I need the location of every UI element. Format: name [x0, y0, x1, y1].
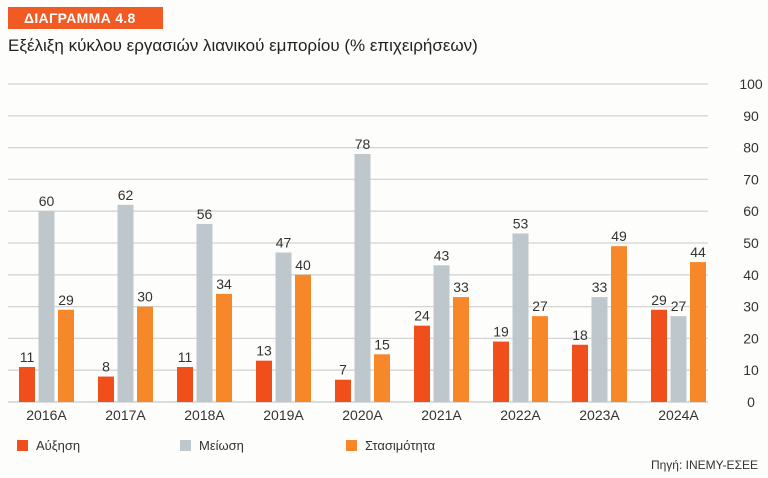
data-label: 60 — [39, 193, 55, 209]
legend-swatch-stagnation — [346, 440, 357, 451]
bar — [611, 246, 627, 402]
bar — [295, 274, 311, 402]
data-label: 44 — [690, 244, 706, 260]
legend-swatch-decrease — [180, 440, 191, 451]
data-label: 56 — [197, 206, 213, 222]
data-label: 11 — [20, 349, 35, 365]
x-tick-label: 2022A — [500, 407, 541, 423]
legend-item-increase: Αύξηση — [17, 438, 80, 453]
bar — [512, 233, 529, 402]
x-tick-label: 2023A — [579, 407, 620, 423]
bar — [275, 252, 292, 402]
data-label: 30 — [137, 289, 153, 305]
bar — [335, 379, 351, 402]
data-label: 33 — [453, 279, 469, 295]
bar — [354, 153, 371, 402]
data-label: 62 — [118, 187, 134, 203]
x-tick-label: 2020A — [342, 407, 383, 423]
data-label: 43 — [434, 247, 450, 263]
y-tick-label: 10 — [743, 362, 759, 378]
chart-badge: ΔΙΑΓΡΑΜΜΑ 4.8 — [8, 7, 163, 29]
data-label: 34 — [216, 276, 232, 292]
data-label: 15 — [374, 336, 390, 352]
data-label: 29 — [651, 292, 667, 308]
y-axis-ticks: 0 10 20 30 40 50 60 70 80 90 100 — [739, 76, 763, 410]
bar — [177, 367, 193, 402]
bar — [216, 293, 232, 402]
source-note: Πηγή: ΙΝΕΜΥ-ΕΣΕΕ — [650, 458, 758, 472]
y-tick-label: 60 — [743, 203, 759, 219]
data-label: 29 — [58, 292, 74, 308]
data-label: 47 — [276, 235, 292, 251]
y-tick-label: 0 — [747, 394, 755, 410]
bar — [670, 316, 687, 402]
bar — [98, 376, 114, 402]
x-tick-label: 2019A — [263, 407, 304, 423]
x-tick-label: 2024A — [658, 407, 699, 423]
data-label: 13 — [256, 343, 272, 359]
x-tick-label: 2016A — [26, 407, 67, 423]
bars — [19, 153, 706, 402]
legend-label-stagnation: Στασιμότητα — [365, 438, 436, 453]
y-tick-label: 100 — [739, 76, 763, 92]
legend-label-decrease: Μείωση — [199, 438, 244, 453]
bar — [414, 325, 430, 402]
data-label: 53 — [513, 215, 529, 231]
legend-swatch-increase — [17, 440, 28, 451]
bar — [453, 297, 469, 402]
bar — [532, 316, 548, 402]
data-label: 27 — [671, 298, 687, 314]
y-tick-label: 90 — [743, 108, 759, 124]
data-label: 40 — [295, 257, 311, 273]
bar — [19, 367, 35, 402]
legend-item-decrease: Μείωση — [180, 438, 244, 453]
bar — [38, 211, 55, 402]
y-tick-label: 70 — [743, 171, 759, 187]
bar — [651, 309, 667, 402]
y-tick-label: 80 — [743, 140, 759, 156]
data-label: 78 — [355, 136, 371, 152]
bar — [591, 297, 608, 402]
bar — [256, 360, 272, 402]
x-tick-label: 2017A — [105, 407, 146, 423]
bar — [690, 262, 706, 402]
chart-title: Εξέλιξη κύκλου εργασιών λιανικού εμπορίο… — [8, 36, 478, 55]
data-label: 11 — [178, 349, 193, 365]
y-tick-label: 40 — [743, 267, 759, 283]
bar — [137, 306, 153, 402]
legend-label-increase: Αύξηση — [36, 438, 81, 453]
bar — [117, 204, 134, 402]
y-tick-label: 20 — [743, 330, 759, 346]
bar — [374, 354, 390, 402]
bar — [572, 344, 588, 402]
bar — [433, 265, 450, 402]
data-label: 27 — [532, 298, 548, 314]
bar — [196, 223, 213, 402]
legend-item-stagnation: Στασιμότητα — [346, 438, 435, 453]
x-axis-ticks: 2016A 2017A 2018A 2019A 2020A 2021A 2022A 2023A… — [26, 407, 699, 423]
data-label: 18 — [572, 327, 588, 343]
x-tick-label: 2018A — [184, 407, 225, 423]
data-label: 7 — [339, 362, 347, 378]
bar — [493, 341, 509, 402]
y-tick-label: 30 — [743, 299, 759, 315]
y-tick-label: 50 — [743, 235, 759, 251]
data-label: 49 — [611, 228, 627, 244]
data-label: 33 — [592, 279, 608, 295]
data-label: 24 — [414, 308, 430, 324]
x-tick-label: 2021A — [421, 407, 462, 423]
bar — [58, 309, 74, 402]
data-labels: 1160298623011563413474077815244333195327… — [20, 136, 706, 378]
data-label: 8 — [102, 359, 110, 375]
data-label: 19 — [493, 324, 509, 340]
